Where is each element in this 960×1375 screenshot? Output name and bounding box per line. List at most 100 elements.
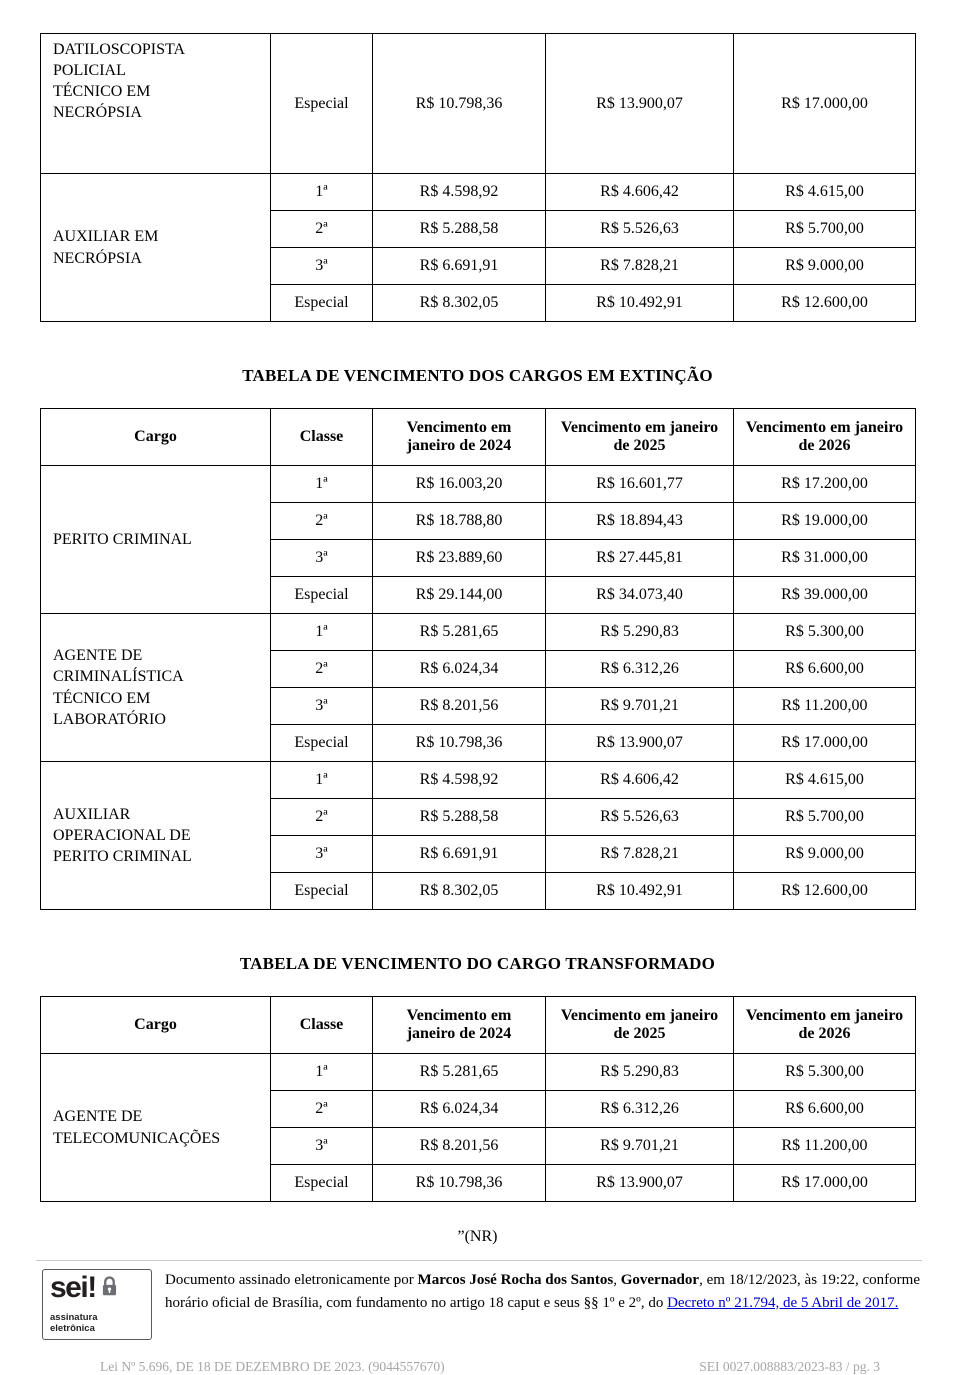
cargo-cell: AGENTE DE TELECOMUNICAÇÕES (40, 1053, 271, 1202)
salary-table-partial: DATILOSCOPISTA POLICIAL TÉCNICO EM NECRÓ… (40, 33, 916, 322)
page-footer: Lei Nº 5.696, DE 18 DE DEZEMBRO DE 2023.… (100, 1359, 880, 1375)
table-row: 2ª R$ 5.288,58 R$ 5.526,63 R$ 5.700,00 (41, 210, 916, 248)
value-cell: R$ 23.889,60 (372, 539, 546, 577)
classe-cell: 2ª (270, 1090, 373, 1128)
value-cell: R$ 6.024,34 (372, 650, 546, 688)
signature-text: Documento assinado eletronicamente por M… (165, 1269, 920, 1314)
table-row: 3ª R$ 6.691,91 R$ 7.828,21 R$ 9.000,00 (41, 835, 916, 873)
signature-text-pre: Documento assinado eletronicamente por (165, 1272, 418, 1288)
value-cell: R$ 5.290,83 (545, 613, 734, 651)
table-row: AGENTE DE TELECOMUNICAÇÕES 1ª R$ 5.281,6… (40, 1053, 916, 1202)
cargo-cell: PERITO CRIMINAL (40, 465, 271, 614)
signer-role: Governador (620, 1272, 700, 1288)
value-cell: R$ 6.312,26 (545, 1090, 734, 1128)
header-2024: Vencimento em janeiro de 2024 (372, 996, 546, 1054)
signature-block: sei! assinatura eletrônica Documento ass… (42, 1269, 920, 1340)
signature-divider (36, 1260, 922, 1261)
value-cell: R$ 5.290,83 (545, 1053, 734, 1091)
value-cell: R$ 17.000,00 (733, 724, 916, 762)
footer-sei-reference: SEI 0027.008883/2023-83 / pg. 3 (699, 1359, 880, 1374)
value-cell: R$ 31.000,00 (733, 539, 916, 577)
value-cell: R$ 10.798,36 (372, 1164, 546, 1202)
value-cell: R$ 5.281,65 (372, 1053, 546, 1091)
value-cell: R$ 6.691,91 (372, 247, 546, 285)
cargo-cell: DATILOSCOPISTA POLICIAL TÉCNICO EM NECRÓ… (40, 33, 271, 174)
value-cell: R$ 4.606,42 (545, 761, 734, 799)
header-cargo: Cargo (40, 996, 271, 1054)
extincao-table: Cargo Classe Vencimento em janeiro de 20… (40, 408, 916, 910)
value-cell: R$ 12.600,00 (733, 872, 916, 910)
value-cell: R$ 5.700,00 (733, 210, 916, 248)
classe-cell: 2ª (270, 650, 373, 688)
sei-sub-line1: assinatura (50, 1312, 98, 1324)
value-cell: R$ 10.798,36 (372, 33, 546, 174)
value-cell: R$ 11.200,00 (733, 687, 916, 725)
classe-cell: 3ª (270, 247, 373, 285)
table-row: PERITO CRIMINAL 1ª R$ 16.003,20 R$ 16.60… (40, 465, 916, 614)
value-cell: R$ 10.798,36 (372, 724, 546, 762)
header-2025: Vencimento em janeiro de 2025 (545, 996, 734, 1054)
header-classe: Classe (270, 408, 373, 466)
sei-sub-line2: eletrônica (50, 1323, 95, 1335)
value-cell: R$ 13.900,07 (545, 33, 734, 174)
table-row: 3ª R$ 6.691,91 R$ 7.828,21 R$ 9.000,00 (41, 247, 916, 285)
signature-text-comma: , (613, 1272, 621, 1288)
value-cell: R$ 8.201,56 (372, 1127, 546, 1165)
value-cell: R$ 10.492,91 (545, 872, 734, 910)
value-cell: R$ 5.526,63 (545, 798, 734, 836)
header-2026: Vencimento em janeiro de 2026 (733, 408, 916, 466)
value-cell: R$ 9.000,00 (733, 247, 916, 285)
table-row: 3ª R$ 8.201,56 R$ 9.701,21 R$ 11.200,00 (41, 1127, 916, 1165)
value-cell: R$ 4.606,42 (545, 173, 734, 211)
transformado-table: Cargo Classe Vencimento em janeiro de 20… (40, 996, 916, 1202)
sei-logo: sei! assinatura eletrônica (42, 1269, 152, 1340)
decreto-link[interactable]: Decreto nº 21.794, de 5 Abril de 2017. (667, 1294, 899, 1311)
signer-name: Marcos José Rocha dos Santos (417, 1272, 614, 1288)
value-cell: R$ 29.144,00 (372, 576, 546, 614)
value-cell: R$ 17.000,00 (733, 1164, 916, 1202)
classe-cell: 1ª (270, 613, 373, 651)
classe-cell: Especial (270, 33, 373, 174)
value-cell: R$ 13.900,07 (545, 1164, 734, 1202)
value-cell: R$ 39.000,00 (733, 576, 916, 614)
value-cell: R$ 5.288,58 (372, 798, 546, 836)
value-cell: R$ 4.598,92 (372, 761, 546, 799)
table-row: Especial R$ 8.302,05 R$ 10.492,91 R$ 12.… (41, 872, 916, 910)
table-row: Especial R$ 10.798,36 R$ 13.900,07 R$ 17… (41, 1164, 916, 1202)
classe-cell: 2ª (270, 798, 373, 836)
value-cell: R$ 9.000,00 (733, 835, 916, 873)
classe-cell: 3ª (270, 1127, 373, 1165)
classe-cell: 2ª (270, 210, 373, 248)
classe-cell: Especial (270, 872, 373, 910)
classe-cell: 1ª (270, 465, 373, 503)
table-row: 2ª R$ 18.788,80 R$ 18.894,43 R$ 19.000,0… (41, 502, 916, 540)
value-cell: R$ 8.302,05 (372, 284, 546, 322)
classe-cell: Especial (270, 724, 373, 762)
value-cell: R$ 5.300,00 (733, 1053, 916, 1091)
value-cell: R$ 19.000,00 (733, 502, 916, 540)
header-2025: Vencimento em janeiro de 2025 (545, 408, 734, 466)
value-cell: R$ 16.601,77 (545, 465, 734, 503)
value-cell: R$ 6.691,91 (372, 835, 546, 873)
padlock-icon (102, 1276, 116, 1296)
table-row: 2ª R$ 6.024,34 R$ 6.312,26 R$ 6.600,00 (41, 1090, 916, 1128)
cargo-cell: AUXILIAR EM NECRÓPSIA (40, 173, 271, 322)
value-cell: R$ 4.615,00 (733, 173, 916, 211)
classe-cell: Especial (270, 1164, 373, 1202)
value-cell: R$ 6.600,00 (733, 650, 916, 688)
cargo-cell: AUXILIAR OPERACIONAL DE PERITO CRIMINAL (40, 761, 271, 910)
value-cell: R$ 5.700,00 (733, 798, 916, 836)
classe-cell: 1ª (270, 1053, 373, 1091)
table-row: Especial R$ 29.144,00 R$ 34.073,40 R$ 39… (41, 576, 916, 614)
value-cell: R$ 12.600,00 (733, 284, 916, 322)
value-cell: R$ 5.300,00 (733, 613, 916, 651)
value-cell: R$ 16.003,20 (372, 465, 546, 503)
value-cell: R$ 6.024,34 (372, 1090, 546, 1128)
value-cell: R$ 4.598,92 (372, 173, 546, 211)
classe-cell: 3ª (270, 687, 373, 725)
nr-marker: ”(NR) (457, 1228, 498, 1245)
header-2024: Vencimento em janeiro de 2024 (372, 408, 546, 466)
cargo-cell: AGENTE DE CRIMINALÍSTICA TÉCNICO EM LABO… (40, 613, 271, 762)
value-cell: R$ 7.828,21 (545, 247, 734, 285)
sei-logo-subtitle: assinatura eletrônica (50, 1312, 144, 1335)
